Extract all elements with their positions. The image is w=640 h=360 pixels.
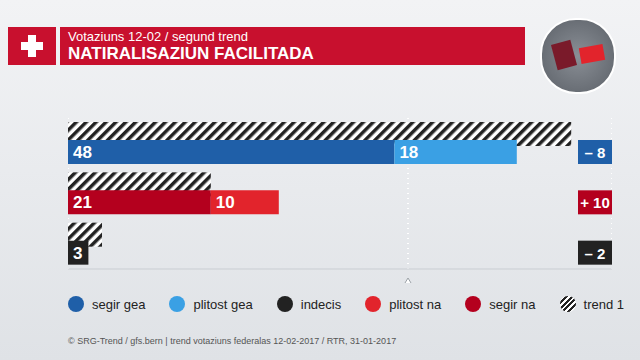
html-text:© SRG-Trend / gfs.bern | trend: © SRG-Trend / gfs.bern | trend votaziuns…: [68, 336, 397, 346]
svg-text:10: 10: [216, 193, 235, 212]
html-text:trend 1: trend 1: [583, 296, 624, 312]
svg-text:+ 10: + 10: [580, 194, 610, 211]
svg-text:48: 48: [73, 143, 92, 162]
html-text:plitost na: plitost na: [389, 296, 442, 312]
html-text:segir gea: segir gea: [92, 296, 146, 312]
svg-text:– 2: – 2: [585, 245, 606, 262]
svg-text:– 8: – 8: [585, 144, 606, 161]
html-text:segir na: segir na: [489, 296, 536, 312]
html-text:Votaziuns 12-02 / segund trend: Votaziuns 12-02 / segund trend: [68, 29, 248, 44]
html-text:NATIRALISAZIUN FACILITADA: NATIRALISAZIUN FACILITADA: [68, 44, 314, 63]
svg-text:18: 18: [399, 143, 418, 162]
html-text:plitost gea: plitost gea: [193, 296, 253, 312]
svg-text:21: 21: [73, 193, 92, 212]
html-text:indecis: indecis: [300, 296, 342, 312]
svg-text:3: 3: [73, 244, 82, 263]
